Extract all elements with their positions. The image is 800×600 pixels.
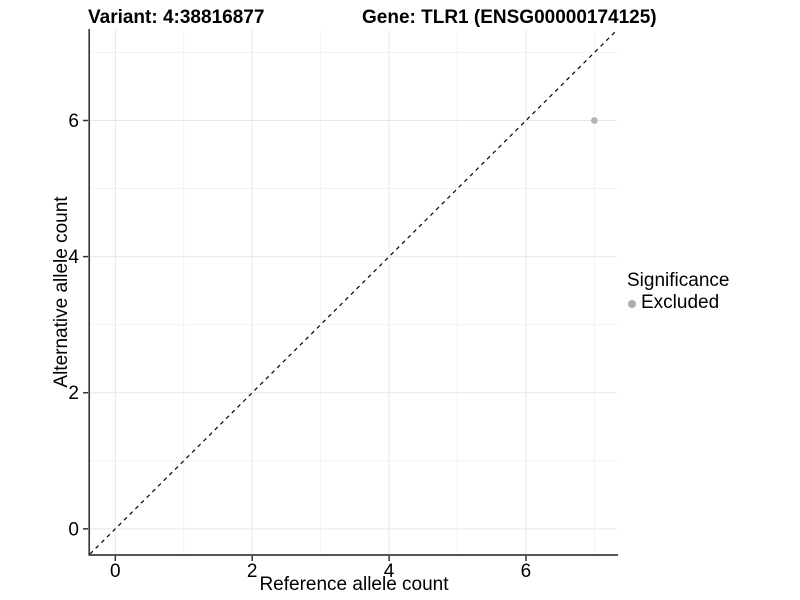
legend-item-label: Excluded — [641, 292, 720, 313]
identity-reference-line — [89, 29, 618, 555]
y-tick-label: 2 — [68, 383, 79, 404]
x-tick-label: 6 — [521, 561, 532, 582]
y-tick-label: 6 — [68, 111, 79, 132]
x-tick-label: 0 — [110, 561, 121, 582]
x-tick-label: 2 — [247, 561, 258, 582]
y-axis-title: Alternative allele count — [51, 196, 72, 388]
y-tick-label: 4 — [68, 247, 79, 268]
data-point — [591, 117, 598, 124]
legend: Significance Excluded — [627, 271, 729, 313]
y-tick-label: 0 — [68, 519, 79, 540]
legend-item-excluded: Excluded — [627, 293, 729, 313]
x-axis-title: Reference allele count — [259, 574, 449, 595]
excluded-point-icon — [628, 299, 636, 308]
variant-title: Variant: 4:38816877 — [88, 7, 265, 28]
gene-title: Gene: TLR1 (ENSG00000174125) — [362, 7, 657, 28]
legend-title: Significance — [627, 270, 730, 291]
x-tick-label: 4 — [384, 561, 395, 582]
